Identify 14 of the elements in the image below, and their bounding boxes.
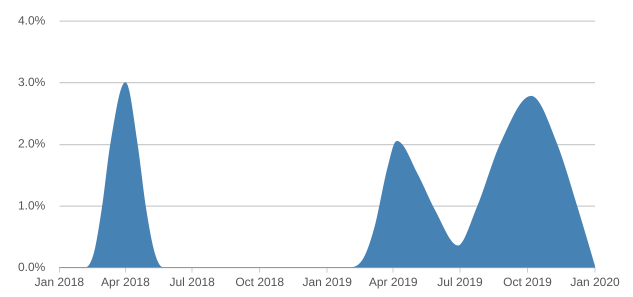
y-tick-label: 4.0% xyxy=(18,14,46,28)
y-tick-label: 3.0% xyxy=(18,75,46,90)
x-tick-label: Oct 2019 xyxy=(503,275,552,290)
x-tick-label: Apr 2018 xyxy=(101,275,150,290)
y-tick-label: 1.0% xyxy=(18,198,46,212)
x-tick-label: Jan 2018 xyxy=(34,275,84,290)
x-tick-label: Jul 2019 xyxy=(437,275,483,290)
y-tick-label: 0.0% xyxy=(18,260,46,274)
x-tick-label: Oct 2018 xyxy=(235,275,284,290)
y-tick-label: 2.0% xyxy=(18,136,46,151)
x-tick-label: Jul 2018 xyxy=(169,275,216,290)
x-tick-label: Jan 2020 xyxy=(570,275,620,290)
x-tick-label: Apr 2019 xyxy=(368,275,418,290)
x-tick-label: Jan 2019 xyxy=(302,275,352,290)
